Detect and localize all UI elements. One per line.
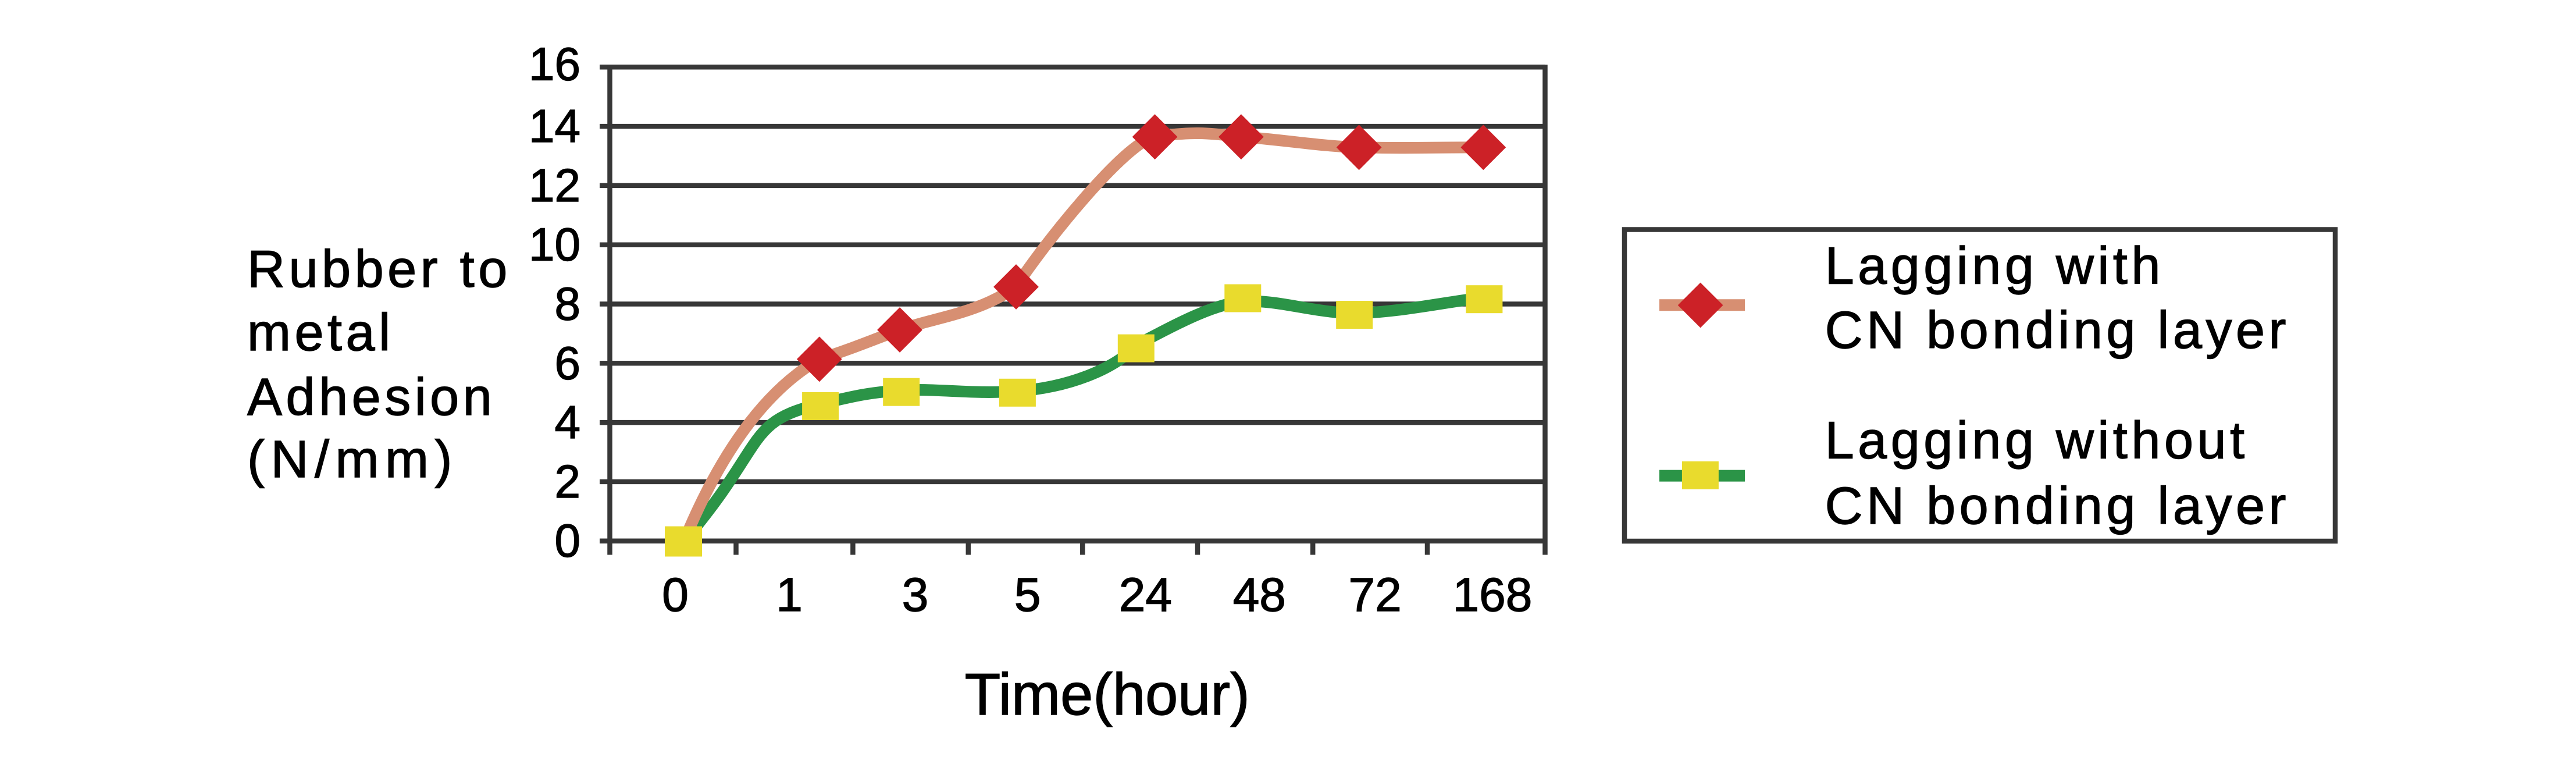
svg-text:1: 1 (776, 568, 803, 621)
svg-text:0: 0 (662, 568, 689, 621)
svg-text:48: 48 (1233, 568, 1286, 621)
svg-text:8: 8 (555, 278, 581, 330)
svg-text:16: 16 (529, 38, 580, 90)
svg-text:2: 2 (555, 456, 581, 507)
svg-text:72: 72 (1348, 568, 1401, 621)
svg-text:CN bonding layer: CN bonding layer (1825, 301, 2290, 360)
svg-text:Lagging without: Lagging without (1825, 412, 2249, 470)
svg-text:Rubber to: Rubber to (247, 240, 511, 299)
svg-text:14: 14 (529, 100, 580, 152)
svg-text:3: 3 (902, 568, 929, 621)
svg-text:24: 24 (1119, 568, 1172, 621)
svg-text:12: 12 (529, 159, 580, 211)
svg-text:168: 168 (1453, 568, 1533, 621)
svg-text:metal: metal (247, 304, 394, 362)
svg-text:CN bonding layer: CN bonding layer (1825, 477, 2290, 535)
svg-text:4: 4 (555, 396, 581, 448)
svg-text:0: 0 (555, 515, 581, 567)
svg-text:Lagging with: Lagging with (1825, 237, 2164, 296)
svg-text:6: 6 (555, 337, 581, 389)
svg-text:10: 10 (529, 219, 580, 271)
svg-text:(N/mm): (N/mm) (247, 431, 458, 489)
svg-text:Time(hour): Time(hour) (965, 662, 1250, 727)
svg-text:5: 5 (1014, 568, 1041, 621)
svg-text:Adhesion: Adhesion (247, 368, 496, 427)
